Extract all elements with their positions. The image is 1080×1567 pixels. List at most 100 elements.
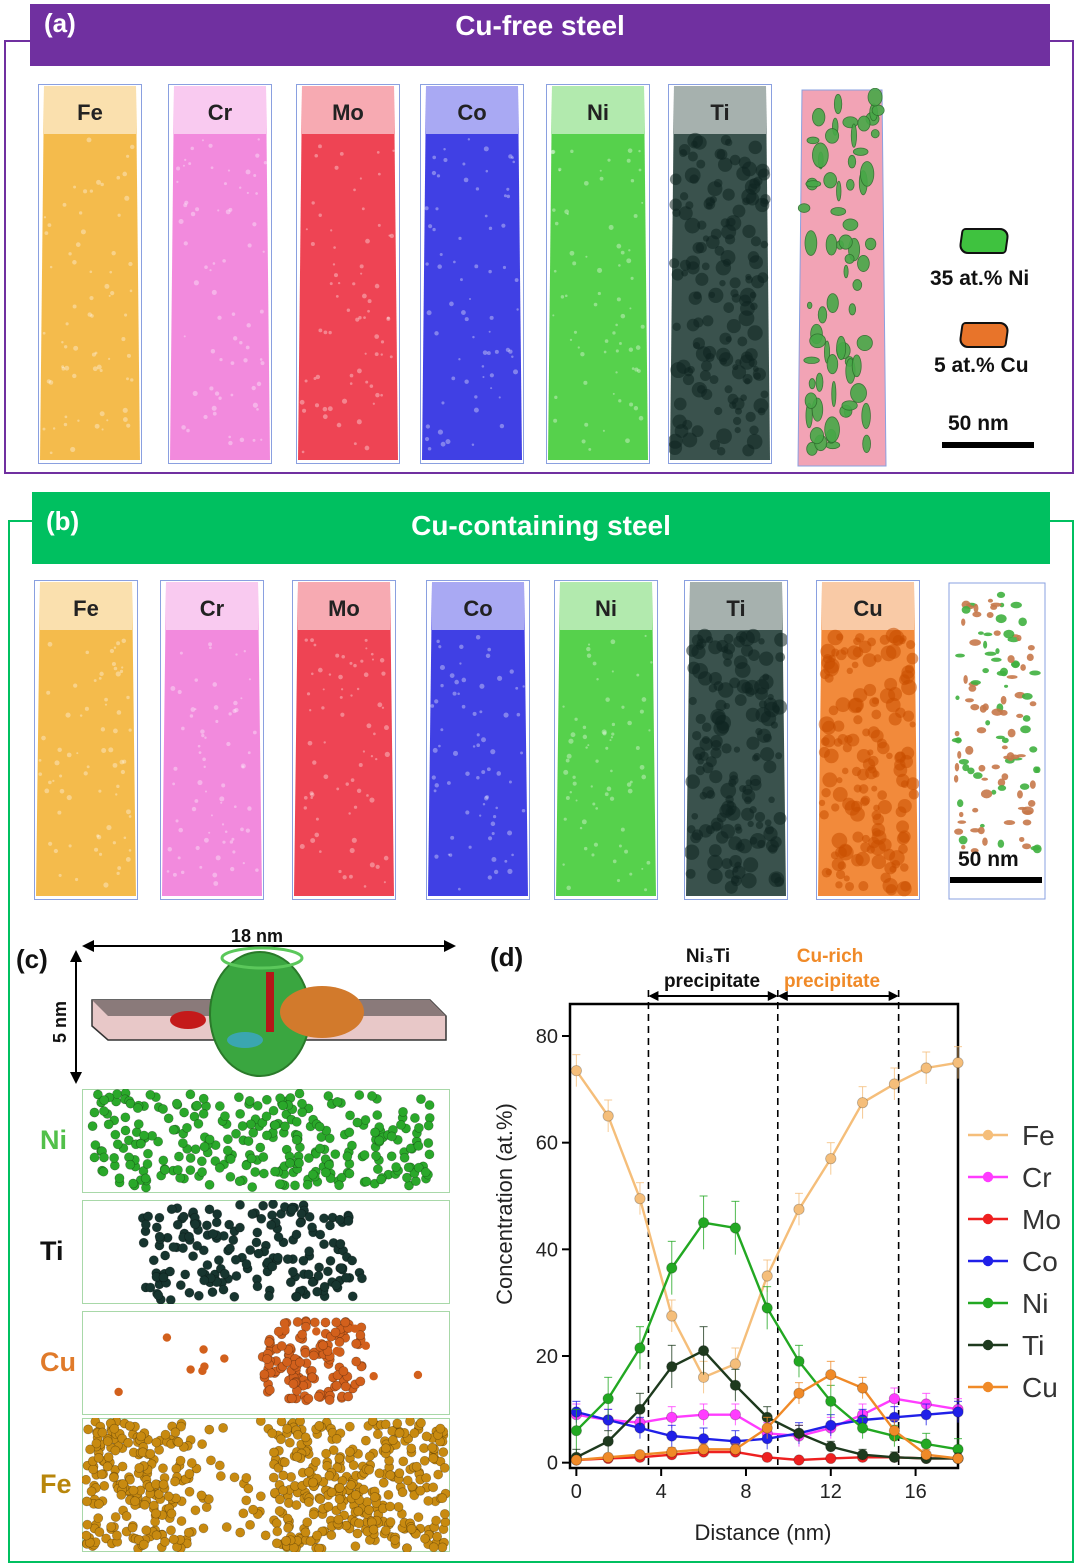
x-axis-label: Distance (nm) [695, 1520, 832, 1545]
tip-label: Cr [199, 596, 225, 621]
data-point [729, 1379, 741, 1391]
atom-map-label-cu: Cu [40, 1347, 76, 1377]
data-point [793, 1427, 805, 1439]
data-point [825, 1419, 837, 1431]
data-point [729, 1443, 741, 1455]
tip-cr: Cr [168, 84, 272, 464]
precipitate-height-label: 5 nm [50, 1001, 70, 1043]
panel-a-scalebar-label: 50 nm [948, 412, 1009, 435]
panel-a-scalebar [942, 442, 1034, 448]
data-point [697, 1433, 710, 1445]
data-point [825, 1441, 837, 1453]
legend-marker [982, 1339, 994, 1351]
ni3ti-region-label-1: Ni₃Ti [686, 946, 730, 967]
tip-label: Cr [207, 100, 233, 125]
legend-marker [982, 1297, 994, 1309]
data-point [729, 1409, 741, 1421]
legend-label: Fe [1022, 1120, 1055, 1151]
series-line [575, 1061, 959, 1379]
data-point [761, 1302, 773, 1314]
data-point [761, 1422, 773, 1434]
data-point [920, 1409, 932, 1421]
data-point [888, 1425, 900, 1437]
ni3ti-region-label-2: precipitate [664, 971, 760, 992]
tip-label: Fe [77, 100, 103, 125]
precipitate-reconstruction: 18 nm 5 nm [50, 926, 456, 1084]
data-point [952, 1406, 964, 1418]
data-point [634, 1193, 646, 1205]
y-tick-label: 60 [536, 1133, 558, 1155]
tip-label: Ti [710, 100, 730, 125]
atom-map-ni [82, 1089, 450, 1193]
isosurface-map [797, 88, 887, 467]
data-point [602, 1451, 614, 1463]
data-point [920, 1449, 932, 1461]
data-point [634, 1449, 646, 1461]
legend-entry-cr: Cr [968, 1162, 1052, 1193]
tip-label: Co [457, 100, 487, 125]
ni-isosurface-swatch [958, 228, 1010, 254]
x-tick-label: 0 [571, 1481, 582, 1503]
y-axis-label: Concentration (at.%) [492, 1103, 517, 1305]
series-fe [570, 1046, 964, 1394]
panel-c-tag: (c) [16, 944, 48, 974]
data-point [793, 1454, 805, 1466]
cu-rich-region-label-2: precipitate [784, 971, 880, 992]
atom-map-label-ni: Ni [40, 1125, 67, 1155]
x-tick-label: 8 [740, 1481, 751, 1503]
legend-entry-fe: Fe [968, 1120, 1055, 1151]
data-point [602, 1110, 614, 1122]
data-point [761, 1270, 773, 1282]
data-point [856, 1449, 869, 1461]
data-point [856, 1382, 869, 1394]
data-point [697, 1443, 710, 1455]
data-point [856, 1422, 869, 1434]
data-point [666, 1430, 678, 1442]
tip-mo: Mo [292, 580, 396, 900]
legend-entry-mo: Mo [968, 1204, 1061, 1235]
legend-entry-ti: Ti [968, 1330, 1044, 1361]
tip-label: Ti [726, 596, 746, 621]
data-point [729, 1358, 741, 1370]
tip-label: Mo [328, 596, 360, 621]
x-tick-label: 4 [656, 1481, 667, 1503]
panel-a-tag: (a) [44, 8, 76, 38]
legend-label: Ti [1022, 1330, 1044, 1361]
tip-ti: Ti [668, 84, 772, 464]
tip-label: Cu [853, 596, 883, 621]
legend-label: Mo [1022, 1204, 1061, 1235]
cu-isosurface-label: 5 at.% Cu [934, 354, 1029, 377]
x-tick-label: 12 [820, 1481, 842, 1503]
tip-ni: Ni [554, 580, 658, 900]
legend-label: Cu [1022, 1372, 1058, 1403]
legend-marker [982, 1213, 994, 1225]
legend-label: Ni [1022, 1288, 1048, 1319]
y-tick-label: 0 [547, 1453, 558, 1475]
x-tick-label: 16 [904, 1481, 926, 1503]
tip-label: Co [463, 596, 493, 621]
data-point [952, 1452, 964, 1465]
arrow-head [777, 991, 788, 1001]
data-point [697, 1345, 710, 1357]
data-point [666, 1411, 678, 1423]
panel-a-frame [4, 40, 1074, 474]
data-point [570, 1454, 582, 1466]
data-point [825, 1452, 837, 1465]
legend-entry-co: Co [968, 1246, 1058, 1277]
legend-marker [982, 1255, 994, 1267]
legend-marker [982, 1171, 994, 1183]
arrow-head [648, 991, 659, 1001]
ni-isosurface-label: 35 at.% Ni [930, 267, 1030, 290]
plot-frame [568, 1002, 960, 1470]
data-point [825, 1153, 837, 1165]
panel-a-banner: (a) Cu-free steel [30, 4, 1050, 66]
panel-b-tag: (b) [46, 506, 80, 536]
tip-label: Mo [332, 100, 364, 125]
data-point [634, 1342, 646, 1354]
atom-map-label-ti: Ti [40, 1236, 64, 1266]
legend-marker [982, 1381, 994, 1393]
data-point [888, 1393, 900, 1405]
data-point [793, 1387, 805, 1399]
data-point [920, 1438, 932, 1450]
panel-b-scalebar [950, 877, 1042, 883]
